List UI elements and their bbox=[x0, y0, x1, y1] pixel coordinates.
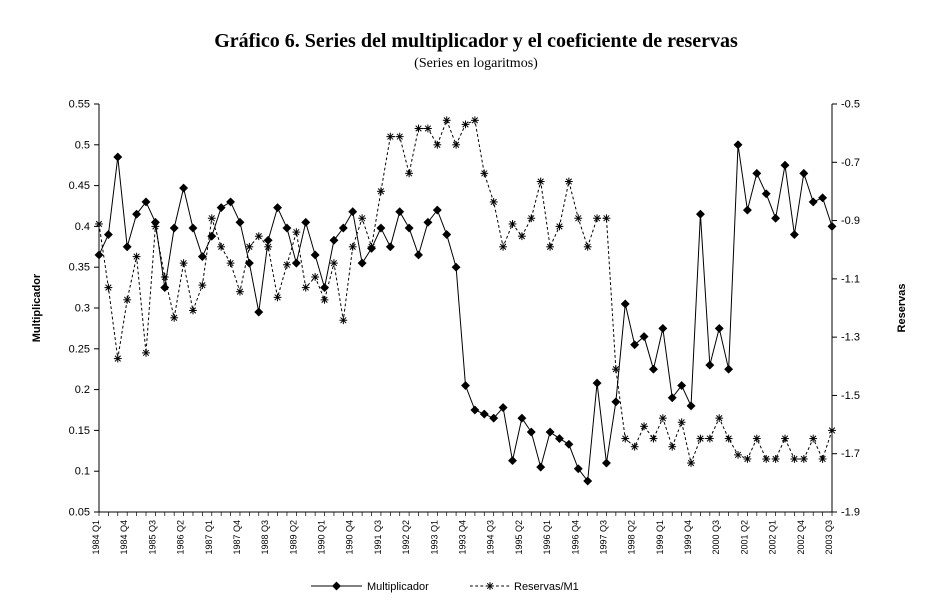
svg-text:1984 Q1: 1984 Q1 bbox=[91, 520, 101, 555]
svg-text:2002 Q1: 2002 Q1 bbox=[768, 520, 778, 555]
svg-text:0.1: 0.1 bbox=[75, 466, 90, 478]
svg-text:1987 Q1: 1987 Q1 bbox=[204, 520, 214, 555]
svg-text:1990 Q1: 1990 Q1 bbox=[317, 520, 327, 555]
svg-text:-0.5: -0.5 bbox=[841, 99, 860, 111]
svg-text:1988 Q3: 1988 Q3 bbox=[260, 520, 270, 555]
svg-text:1999 Q1: 1999 Q1 bbox=[655, 520, 665, 555]
svg-text:0.05: 0.05 bbox=[69, 507, 90, 519]
svg-text:2003 Q3: 2003 Q3 bbox=[824, 520, 834, 555]
svg-text:1992 Q2: 1992 Q2 bbox=[401, 520, 411, 555]
svg-text:-1.9: -1.9 bbox=[841, 507, 860, 519]
svg-text:1995 Q2: 1995 Q2 bbox=[514, 520, 524, 555]
svg-text:1993 Q4: 1993 Q4 bbox=[458, 520, 468, 555]
svg-text:1993 Q1: 1993 Q1 bbox=[429, 520, 439, 555]
svg-text:0.25: 0.25 bbox=[69, 343, 90, 355]
svg-text:1989 Q2: 1989 Q2 bbox=[288, 520, 298, 555]
svg-text:0.4: 0.4 bbox=[75, 221, 90, 233]
svg-text:2001 Q2: 2001 Q2 bbox=[739, 520, 749, 555]
svg-text:Reservas: Reservas bbox=[896, 284, 908, 333]
svg-text:0.15: 0.15 bbox=[69, 425, 90, 437]
svg-text:1986 Q2: 1986 Q2 bbox=[176, 520, 186, 555]
svg-text:-0.7: -0.7 bbox=[841, 157, 860, 169]
svg-text:0.2: 0.2 bbox=[75, 384, 90, 396]
svg-text:0.3: 0.3 bbox=[75, 303, 90, 315]
svg-text:1990 Q4: 1990 Q4 bbox=[345, 520, 355, 555]
svg-text:1984 Q4: 1984 Q4 bbox=[119, 520, 129, 555]
svg-text:-0.9: -0.9 bbox=[841, 215, 860, 227]
svg-text:-1.7: -1.7 bbox=[841, 448, 860, 460]
svg-text:1999 Q4: 1999 Q4 bbox=[683, 520, 693, 555]
svg-text:1994 Q3: 1994 Q3 bbox=[486, 520, 496, 555]
svg-text:1991 Q3: 1991 Q3 bbox=[373, 520, 383, 555]
svg-text:Multiplicador: Multiplicador bbox=[31, 273, 43, 342]
svg-text:Reservas/M1: Reservas/M1 bbox=[514, 581, 579, 593]
svg-text:Multiplicador: Multiplicador bbox=[367, 581, 429, 593]
svg-text:1996 Q1: 1996 Q1 bbox=[542, 520, 552, 555]
svg-text:0.55: 0.55 bbox=[69, 99, 90, 111]
svg-text:0.5: 0.5 bbox=[75, 139, 90, 151]
svg-text:2002 Q4: 2002 Q4 bbox=[796, 520, 806, 555]
svg-text:1985 Q3: 1985 Q3 bbox=[147, 520, 157, 555]
svg-text:-1.1: -1.1 bbox=[841, 273, 860, 285]
svg-text:-1.3: -1.3 bbox=[841, 332, 860, 344]
svg-text:1987 Q4: 1987 Q4 bbox=[232, 520, 242, 555]
svg-text:1997 Q3: 1997 Q3 bbox=[598, 520, 608, 555]
svg-text:0.45: 0.45 bbox=[69, 180, 90, 192]
svg-text:0.35: 0.35 bbox=[69, 262, 90, 274]
svg-text:-1.5: -1.5 bbox=[841, 390, 860, 402]
svg-text:1996 Q4: 1996 Q4 bbox=[570, 520, 580, 555]
svg-text:2000 Q3: 2000 Q3 bbox=[711, 520, 721, 555]
svg-text:1998 Q2: 1998 Q2 bbox=[627, 520, 637, 555]
